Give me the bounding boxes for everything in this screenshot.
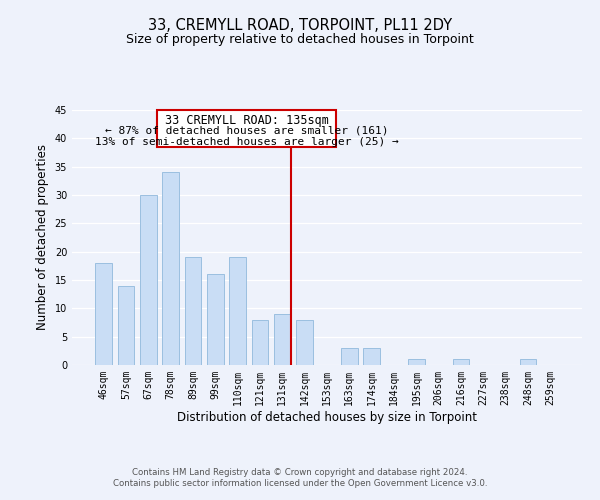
Text: Size of property relative to detached houses in Torpoint: Size of property relative to detached ho…	[126, 32, 474, 46]
FancyBboxPatch shape	[157, 110, 336, 147]
Text: 33 CREMYLL ROAD: 135sqm: 33 CREMYLL ROAD: 135sqm	[164, 114, 328, 127]
Bar	[341, 348, 358, 365]
Text: 33, CREMYLL ROAD, TORPOINT, PL11 2DY: 33, CREMYLL ROAD, TORPOINT, PL11 2DY	[148, 18, 452, 32]
Bar	[274, 314, 290, 365]
Bar	[452, 360, 469, 365]
Bar	[408, 360, 425, 365]
X-axis label: Distribution of detached houses by size in Torpoint: Distribution of detached houses by size …	[177, 410, 477, 424]
Bar	[140, 195, 157, 365]
Bar	[364, 348, 380, 365]
Y-axis label: Number of detached properties: Number of detached properties	[36, 144, 49, 330]
Bar	[296, 320, 313, 365]
Bar	[162, 172, 179, 365]
Bar	[207, 274, 224, 365]
Text: Contains HM Land Registry data © Crown copyright and database right 2024.
Contai: Contains HM Land Registry data © Crown c…	[113, 468, 487, 487]
Bar	[185, 258, 202, 365]
Text: 13% of semi-detached houses are larger (25) →: 13% of semi-detached houses are larger (…	[95, 136, 398, 146]
Bar	[229, 258, 246, 365]
Bar	[520, 360, 536, 365]
Bar	[118, 286, 134, 365]
Text: ← 87% of detached houses are smaller (161): ← 87% of detached houses are smaller (16…	[105, 126, 388, 136]
Bar	[251, 320, 268, 365]
Bar	[95, 263, 112, 365]
